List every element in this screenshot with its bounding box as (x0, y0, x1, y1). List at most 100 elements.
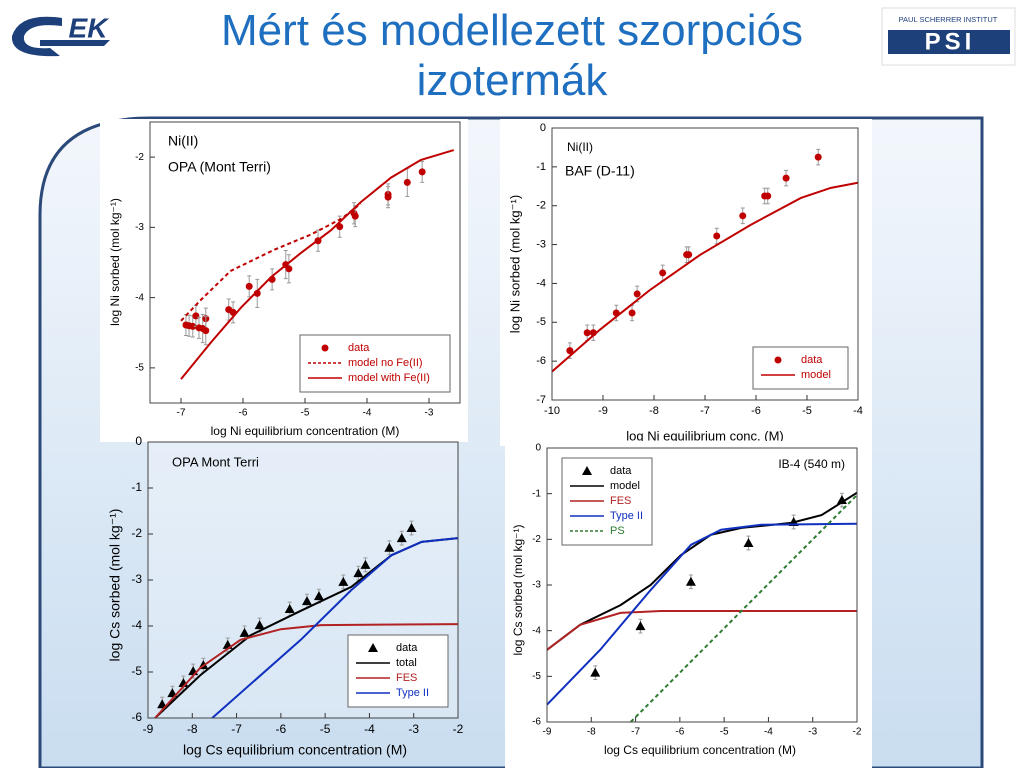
logo-caption: PAUL SCHERRER INSTITUT (899, 15, 998, 24)
x-tick-label: -3 (425, 408, 434, 419)
legend: data model no Fe(II) model with Fe(II) (299, 334, 451, 393)
y-tick-label: -6 (532, 717, 541, 728)
x-tick-label: -3 (808, 727, 817, 738)
marker (582, 466, 592, 475)
x-tick-label: -7 (231, 722, 242, 736)
x-tick-label: -3 (408, 722, 419, 736)
logo-text: EK (69, 12, 110, 43)
y-axis-label: log Ni sorbed (mol kg⁻¹) (108, 198, 122, 326)
x-tick-label: -8 (587, 727, 596, 738)
marker (566, 347, 574, 355)
legend: data total FES Type II (347, 634, 449, 708)
marker (739, 212, 747, 220)
marker (396, 533, 407, 543)
legend-label: data (801, 354, 823, 366)
marker (814, 153, 822, 161)
series-line (629, 494, 857, 722)
marker (284, 603, 295, 613)
marker (764, 192, 772, 200)
series-line (552, 181, 858, 373)
y-tick-label: -3 (532, 580, 541, 591)
legend-label: data (610, 465, 632, 477)
marker (301, 596, 312, 606)
legend-box (347, 634, 449, 708)
marker (774, 356, 782, 364)
legend-label: data (396, 642, 418, 654)
marker (659, 269, 667, 277)
legend: data model (752, 346, 849, 390)
y-tick-label: -1 (532, 488, 541, 499)
x-tick-label: -5 (802, 405, 812, 417)
y-tick-label: -2 (532, 534, 541, 545)
y-tick-label: -4 (131, 618, 142, 632)
y-tick-label: -7 (536, 394, 546, 406)
x-tick-label: -8 (649, 405, 659, 417)
marker (685, 251, 693, 259)
y-tick-label: -3 (536, 238, 546, 250)
annotation: IB-4 (540 m) (778, 457, 845, 471)
x-tick-label: -6 (239, 408, 248, 419)
x-tick-label: -6 (751, 405, 761, 417)
marker (406, 523, 417, 533)
logo-psi: PSI (925, 28, 976, 55)
x-tick-label: -5 (301, 408, 310, 419)
series-line (547, 522, 857, 706)
x-axis-label: log Cs equilibrium concentration (M) (183, 742, 407, 758)
marker (743, 537, 754, 547)
marker (353, 568, 364, 578)
marker (321, 344, 329, 352)
plot-frame (147, 441, 459, 719)
x-axis-label: log Ni equilibrium conc. (M) (626, 428, 784, 443)
series-line (547, 610, 857, 651)
legend-label: FES (396, 672, 417, 684)
x-tick-label: -2 (853, 727, 862, 738)
right-logo: PAUL SCHERRER INSTITUT PSI (881, 7, 1016, 66)
y-tick-label: -1 (131, 480, 142, 494)
marker (635, 621, 646, 631)
marker (189, 322, 197, 330)
plot-area (180, 149, 455, 380)
y-axis-label: log Cs sorbed (mol kg⁻¹) (107, 509, 123, 662)
x-tick-label: -9 (598, 405, 608, 417)
legend-label: model (801, 369, 831, 381)
y-tick-label: -6 (131, 710, 142, 724)
x-tick-label: -5 (320, 722, 331, 736)
y-tick-label: -2 (536, 200, 546, 212)
legend-label: Type II (610, 510, 643, 522)
legend-label: FES (610, 495, 631, 507)
x-tick-label: -7 (631, 727, 640, 738)
y-tick-label: -5 (536, 316, 546, 328)
y-tick-label: -3 (131, 572, 142, 586)
chart-background (100, 119, 468, 442)
y-tick-label: -2 (135, 152, 144, 163)
marker (418, 168, 426, 176)
marker (313, 591, 324, 601)
logo-bar (40, 40, 110, 46)
y-tick-label: -5 (131, 664, 142, 678)
marker (782, 174, 790, 182)
legend-label: model (610, 480, 640, 492)
y-tick-label: -4 (135, 292, 144, 303)
y-tick-label: 0 (135, 434, 142, 448)
x-tick-label: -5 (720, 727, 729, 738)
y-axis-label: log Cs sorbed (mol kg⁻¹) (511, 524, 525, 655)
chart-background (505, 441, 872, 768)
plot-frame (149, 121, 461, 404)
x-tick-label: -10 (544, 405, 560, 417)
x-tick-label: -9 (143, 722, 154, 736)
chart: -9 -8 -7 -6 -5 -4 -3 -2 0 -1 -2 -3 -4 -5 -6 log Cs equi… (505, 441, 872, 768)
y-tick-label: -6 (536, 355, 546, 367)
marker (351, 212, 359, 220)
y-tick-label: 0 (535, 443, 541, 454)
annotation: Ni(II) (168, 133, 198, 149)
marker (368, 643, 378, 652)
plot-area (154, 520, 458, 718)
series-line (154, 623, 458, 718)
marker (338, 576, 349, 586)
x-tick-label: -8 (187, 722, 198, 736)
legend-label: Type II (396, 687, 429, 699)
annotation: BAF (D-11) (565, 163, 635, 179)
plot-frame (546, 447, 858, 723)
